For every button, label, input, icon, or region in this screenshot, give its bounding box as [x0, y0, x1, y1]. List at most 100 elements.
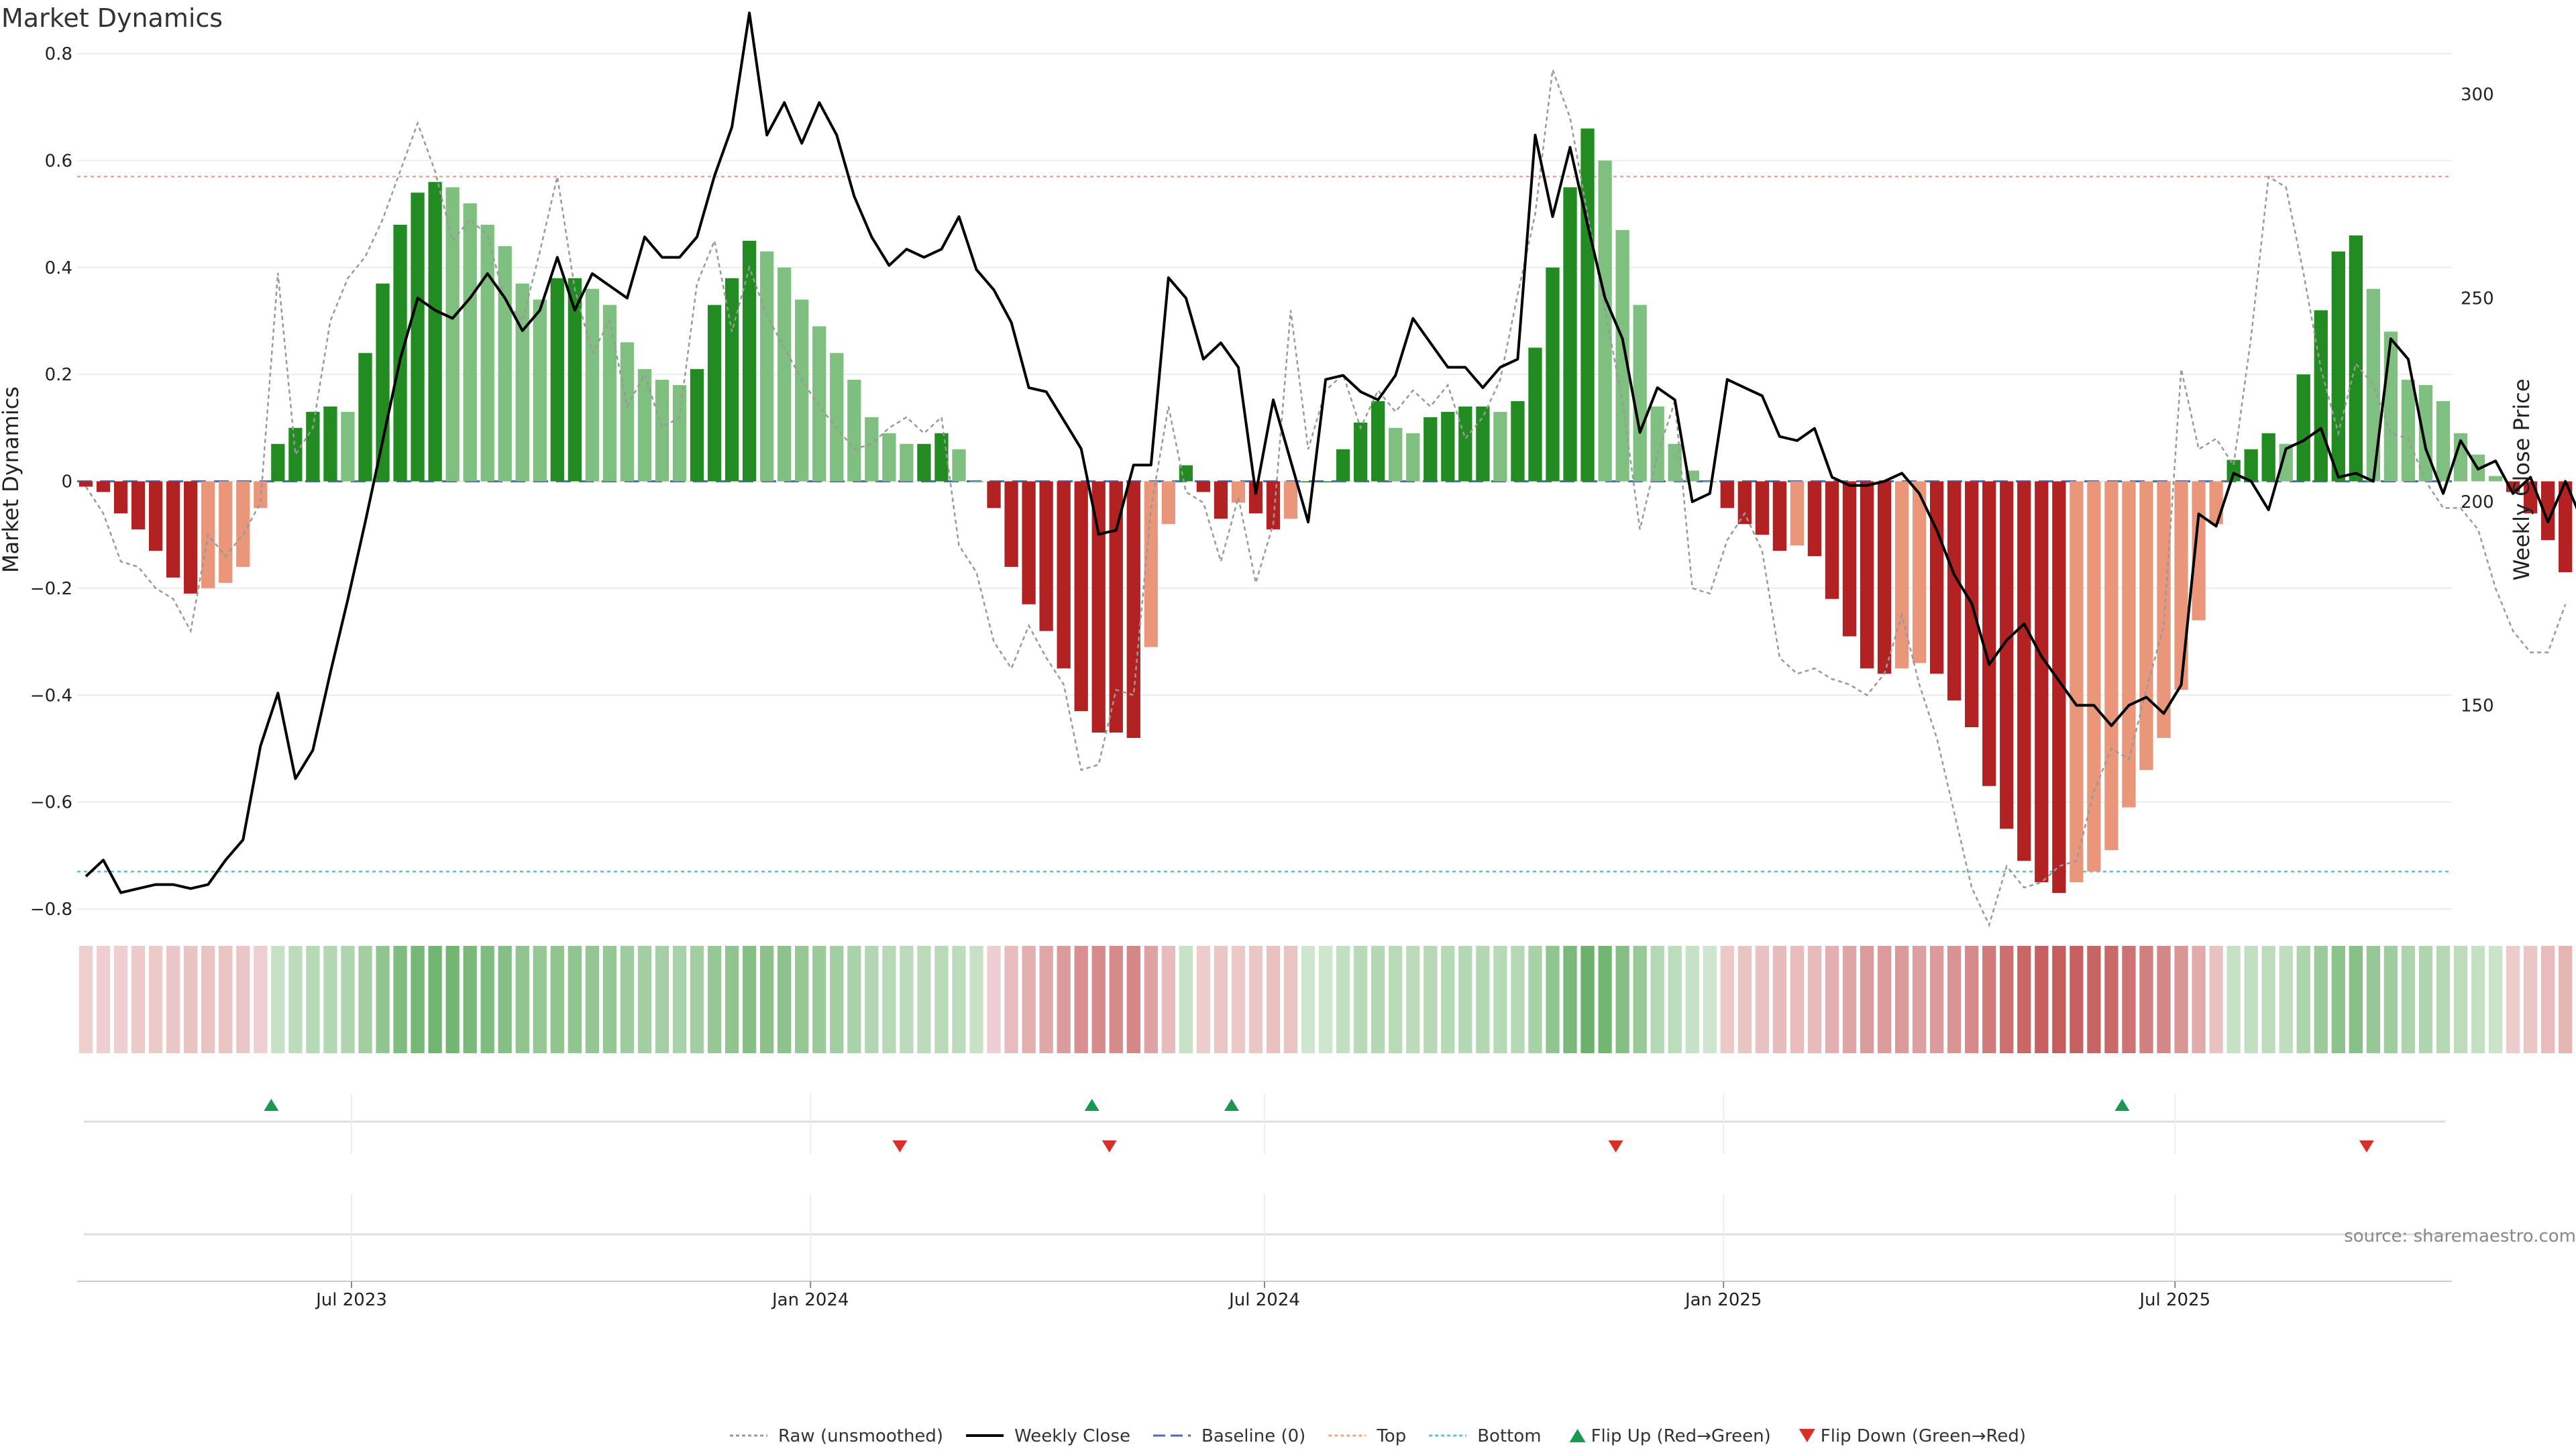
- market-dynamics-bar: [1231, 481, 1246, 503]
- regime-strip-cell: [707, 946, 722, 1053]
- market-dynamics-bar: [2279, 443, 2293, 482]
- market-dynamics-bar: [2139, 481, 2153, 770]
- market-dynamics-bar: [2070, 481, 2084, 883]
- regime-strip-cell: [1598, 946, 1612, 1053]
- market-dynamics-bar: [1161, 481, 1175, 525]
- market-dynamics-bar: [2261, 433, 2275, 482]
- regime-strip-cell: [1842, 946, 1857, 1053]
- market-dynamics-bar: [2296, 374, 2310, 482]
- market-dynamics-bar: [1406, 433, 1420, 482]
- regime-strip-cell: [96, 946, 111, 1053]
- market-dynamics-bar: [1318, 481, 1333, 482]
- regime-strip-cell: [2192, 946, 2206, 1053]
- regime-strip-cell: [1668, 946, 1682, 1053]
- market-dynamics-bar: [2349, 235, 2363, 482]
- flip-signals-panel: [84, 1093, 2445, 1154]
- market-dynamics-bar: [900, 443, 914, 482]
- regime-strip-cell: [1947, 946, 1962, 1053]
- regime-strip-cell: [1371, 946, 1385, 1053]
- regime-strip-cell: [690, 946, 704, 1053]
- market-dynamics-bar: [1790, 481, 1805, 546]
- empty-lower-panel: [77, 1194, 2452, 1282]
- legend-item-baseline: Baseline (0): [1153, 1426, 1305, 1446]
- regime-strip-cell: [2139, 946, 2153, 1053]
- market-dynamics-bar: [2000, 481, 2014, 829]
- regime-strip-cell: [2523, 946, 2538, 1053]
- market-dynamics-bar: [707, 305, 722, 482]
- regime-strip-cell: [1528, 946, 1542, 1053]
- market-dynamics-bar: [1807, 481, 1822, 557]
- x-tick-label: Jul 2023: [315, 1290, 387, 1310]
- flip-up-marker: [2114, 1099, 2130, 1111]
- regime-strip-cell: [777, 946, 792, 1053]
- market-dynamics-bar: [672, 385, 687, 482]
- regime-strip-cell: [498, 946, 512, 1053]
- regime-strip-cell: [2471, 946, 2485, 1053]
- market-dynamics-bar: [1563, 187, 1577, 482]
- regime-strip-cell: [742, 946, 757, 1053]
- regime-strip-cell: [1737, 946, 1752, 1053]
- legend: Raw (unsmoothed) Weekly Close Baseline (0)…: [730, 1426, 2026, 1446]
- regime-strip-cell: [1389, 946, 1403, 1053]
- legend-swatch-flip-down: [1799, 1429, 1815, 1442]
- regime-strip-cell: [2436, 946, 2451, 1053]
- regime-strip-cell: [2000, 946, 2014, 1053]
- market-dynamics-bar: [987, 481, 1001, 508]
- regime-strip-cell: [271, 946, 285, 1053]
- regime-strip-cell: [533, 946, 547, 1053]
- market-dynamics-bar: [2244, 449, 2258, 482]
- regime-strip-cell: [306, 946, 320, 1053]
- market-dynamics-bar: [1894, 481, 1909, 669]
- regime-strip-cell: [1633, 946, 1647, 1053]
- market-dynamics-bar: [777, 267, 792, 482]
- market-dynamics-bar: [1074, 481, 1088, 712]
- regime-strip-cell: [1248, 946, 1263, 1053]
- regime-strip-cell: [655, 946, 669, 1053]
- regime-strip-cell: [2157, 946, 2171, 1053]
- market-dynamics-bar: [1441, 411, 1455, 482]
- regime-strip-cell: [830, 946, 844, 1053]
- market-dynamics-bar: [2383, 331, 2398, 482]
- market-dynamics-bar: [2436, 400, 2451, 482]
- regime-strip-cell: [323, 946, 337, 1053]
- market-dynamics-bar: [1039, 481, 1053, 631]
- market-dynamics-bar: [655, 380, 669, 482]
- regime-strip-cell: [1877, 946, 1892, 1053]
- legend-item-flip_up: Flip Up (Red→Green): [1569, 1426, 1771, 1446]
- market-dynamics-bar: [1301, 481, 1316, 482]
- market-dynamics-bar: [585, 288, 600, 482]
- regime-strip-cell: [1214, 946, 1228, 1053]
- legend-item-bottom: Bottom: [1429, 1426, 1542, 1446]
- market-dynamics-bar: [428, 182, 442, 482]
- market-dynamics-bar: [1877, 481, 1892, 674]
- flip-down-marker: [2359, 1140, 2374, 1152]
- regime-strip-cell: [1109, 946, 1123, 1053]
- regime-strip-cell: [1022, 946, 1036, 1053]
- market-dynamics-bar: [1057, 481, 1071, 669]
- market-dynamics-bar: [1947, 481, 1962, 701]
- right-y-tick-label: 250: [2461, 288, 2494, 309]
- market-dynamics-bar: [1528, 347, 1542, 482]
- regime-strip-cell: [1144, 946, 1158, 1053]
- market-dynamics-bar: [219, 481, 233, 583]
- regime-strip-cell: [795, 946, 809, 1053]
- left-y-tick-label: 0.4: [45, 258, 72, 278]
- regime-strip-cell: [934, 946, 949, 1053]
- regime-strip-cell: [341, 946, 355, 1053]
- market-dynamics-bar: [847, 380, 861, 482]
- market-dynamics-bar: [1336, 449, 1350, 482]
- regime-strip-cell: [760, 946, 774, 1053]
- market-dynamics-bar: [1354, 422, 1368, 482]
- regime-strip-cell: [1912, 946, 1927, 1053]
- left-y-axis-label: Market Dynamics: [0, 386, 23, 573]
- market-dynamics-bar: [620, 342, 635, 482]
- legend-item-close: Weekly Close: [966, 1426, 1130, 1446]
- regime-strip-cell: [2244, 946, 2258, 1053]
- market-dynamics-bar: [602, 305, 617, 482]
- market-dynamics-bar: [2541, 481, 2555, 541]
- regime-strip-cell: [550, 946, 564, 1053]
- regime-strip-cell: [78, 946, 93, 1053]
- market-dynamics-bar: [445, 187, 460, 482]
- market-dynamics-bar: [2157, 481, 2171, 738]
- legend-label: Top: [1376, 1426, 1406, 1446]
